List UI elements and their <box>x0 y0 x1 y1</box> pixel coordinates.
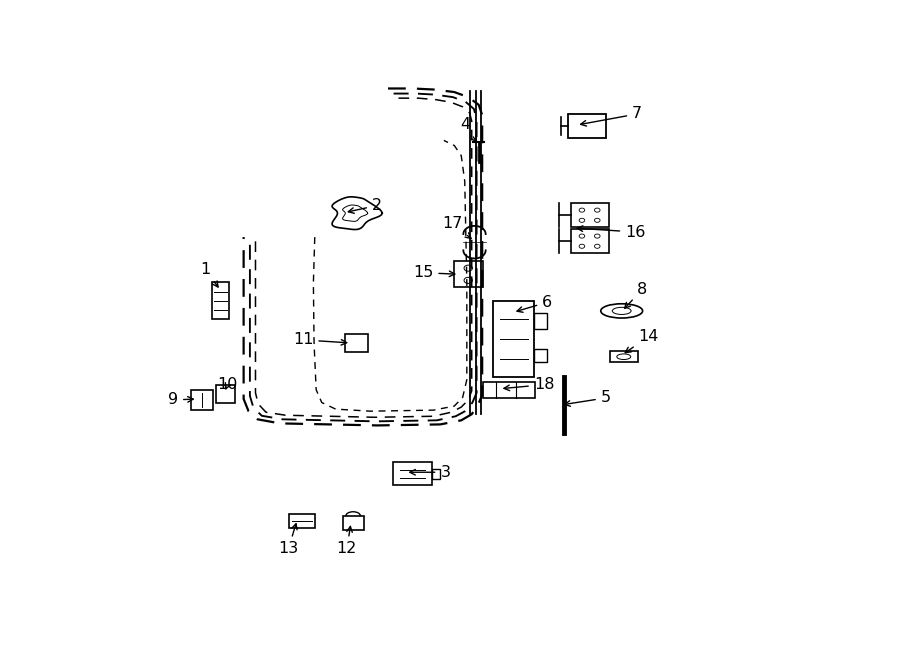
Bar <box>393 462 432 485</box>
Text: 4: 4 <box>461 117 476 142</box>
Text: 2: 2 <box>348 198 382 214</box>
Bar <box>572 203 609 227</box>
Bar <box>482 381 535 398</box>
Text: 13: 13 <box>278 524 299 557</box>
Bar <box>432 469 440 479</box>
Text: 18: 18 <box>504 377 554 392</box>
Text: 7: 7 <box>580 106 643 126</box>
Bar <box>343 516 364 530</box>
Text: 14: 14 <box>626 329 659 353</box>
Bar <box>289 514 316 528</box>
Bar <box>610 351 638 362</box>
Bar <box>568 114 606 138</box>
Text: 8: 8 <box>625 282 647 308</box>
Text: 16: 16 <box>577 225 645 239</box>
Text: 11: 11 <box>292 332 346 348</box>
Text: 6: 6 <box>517 295 553 312</box>
Text: 17: 17 <box>442 216 471 239</box>
Text: 1: 1 <box>200 262 218 287</box>
Text: 3: 3 <box>410 465 450 480</box>
Text: 9: 9 <box>168 393 194 407</box>
Bar <box>191 390 213 410</box>
Text: 12: 12 <box>337 526 357 557</box>
Bar <box>212 282 230 319</box>
Bar <box>454 261 483 288</box>
Bar <box>535 349 547 362</box>
Text: 5: 5 <box>564 391 611 407</box>
Bar <box>216 385 235 403</box>
Bar <box>535 313 547 329</box>
Text: 15: 15 <box>413 265 454 280</box>
Bar <box>572 229 609 253</box>
Bar <box>345 334 368 352</box>
Text: 10: 10 <box>218 377 238 392</box>
Bar <box>492 301 535 377</box>
